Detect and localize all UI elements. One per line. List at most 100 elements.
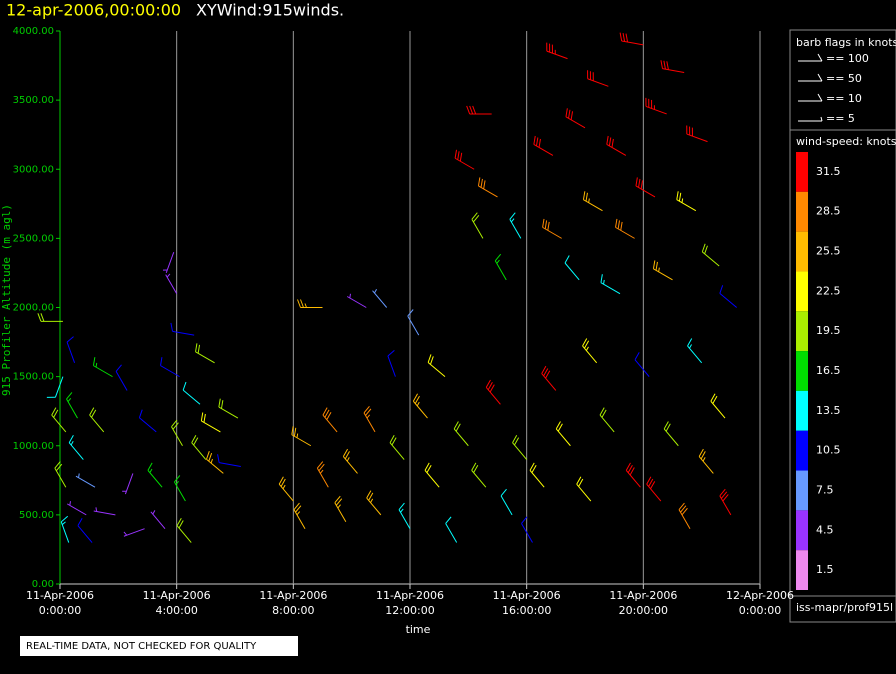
speed-legend-title: wind-speed: knots xyxy=(796,135,896,148)
barb-staff xyxy=(686,133,708,143)
barb-staff xyxy=(68,442,84,460)
barb-feather xyxy=(646,476,652,485)
wind-barb xyxy=(366,490,382,516)
barb-feather xyxy=(54,461,61,469)
wind-barb xyxy=(600,274,621,295)
barb-half xyxy=(681,198,684,203)
barb-staff xyxy=(646,483,662,502)
barb-feather xyxy=(531,464,537,473)
barb-feather xyxy=(316,461,324,469)
barb-feather xyxy=(545,370,551,379)
barb-staff xyxy=(599,414,615,433)
speed-swatch xyxy=(796,390,808,431)
barb-feather xyxy=(66,336,74,343)
wind-barb xyxy=(635,177,656,198)
barb-staff xyxy=(165,274,178,294)
wind-barb xyxy=(54,461,67,488)
wind-barb xyxy=(75,473,96,488)
barb-feather xyxy=(512,435,518,443)
barb-feather xyxy=(544,220,548,229)
barb-feather xyxy=(617,220,621,229)
barb-feather xyxy=(678,502,685,510)
barb-half xyxy=(337,504,341,509)
wind-barb xyxy=(165,273,178,294)
barb-feather xyxy=(638,178,641,188)
wind-barb xyxy=(346,293,367,308)
barb-feather xyxy=(412,393,418,402)
barb-feather xyxy=(509,212,516,220)
speed-swatch xyxy=(796,470,808,511)
barb-half xyxy=(149,468,153,473)
barb-feather xyxy=(557,423,563,432)
barb-feather xyxy=(218,398,221,408)
barb-feather xyxy=(92,357,96,366)
barb-feather xyxy=(466,105,471,115)
barb-feather xyxy=(625,462,631,471)
barb-staff xyxy=(160,365,180,378)
y-axis-label: 915 Profiler Altitude (m agl) xyxy=(0,204,13,396)
barb-feather xyxy=(387,350,395,357)
wind-barb xyxy=(147,462,163,488)
barb-feather xyxy=(115,364,122,372)
y-tick-label: 1500.00 xyxy=(13,372,54,383)
speed-swatch xyxy=(796,550,808,590)
wind-barb xyxy=(217,454,241,467)
chart-title: 12-apr-2006,00:00:00 xyxy=(6,1,181,20)
barb-feather xyxy=(533,135,536,145)
barb-staff xyxy=(60,521,70,543)
wind-barb xyxy=(485,379,501,405)
wind-barb xyxy=(606,135,627,156)
barb-feather xyxy=(160,357,163,366)
wind-barb xyxy=(162,252,175,274)
barb-staff xyxy=(218,406,239,419)
barb-staff xyxy=(291,434,312,447)
y-tick-label: 3000.00 xyxy=(13,164,54,175)
barb-staff xyxy=(600,282,621,295)
barb-staff xyxy=(195,351,215,364)
speed-legend-label: 4.5 xyxy=(816,523,834,536)
barb-staff xyxy=(565,116,586,129)
barb-feather xyxy=(297,299,301,308)
barb-feather xyxy=(489,384,495,393)
wind-barb xyxy=(565,108,586,129)
barb-feather xyxy=(578,478,584,487)
barb-feather xyxy=(568,109,571,119)
wind-barb xyxy=(389,435,405,460)
barb-half xyxy=(319,469,324,474)
wind-barb xyxy=(512,435,528,460)
note-box xyxy=(20,636,298,656)
barb-feather xyxy=(324,409,330,418)
barb-half xyxy=(78,473,80,478)
barb-feather xyxy=(389,435,395,443)
speed-legend-label: 10.5 xyxy=(816,444,841,457)
barb-half xyxy=(210,458,213,464)
barb-feather xyxy=(197,344,201,354)
barb-feather xyxy=(660,60,663,69)
barb-feather xyxy=(547,221,550,231)
barb-feather xyxy=(40,313,45,322)
barb-feather xyxy=(176,517,182,526)
barb-feather xyxy=(542,218,545,228)
wind-barb xyxy=(663,421,679,447)
barb-half xyxy=(69,501,71,506)
barb-staff xyxy=(427,362,446,378)
wind-barb xyxy=(77,517,93,543)
barb-feather xyxy=(363,405,370,414)
barb-feather xyxy=(91,409,97,418)
barb-half xyxy=(416,401,420,407)
barb-feather xyxy=(564,255,570,264)
flag-sample xyxy=(817,93,823,102)
barb-feather xyxy=(407,309,414,317)
wind-barb xyxy=(701,243,720,267)
barb-staff xyxy=(678,509,691,529)
barb-staff xyxy=(176,525,192,543)
barb-feather xyxy=(608,137,612,147)
wind-barb xyxy=(698,448,714,474)
wind-barb xyxy=(587,70,609,87)
barb-feather xyxy=(68,435,74,443)
wind-barb xyxy=(576,476,592,502)
wind-barb xyxy=(471,212,484,239)
barb-feather xyxy=(625,33,629,43)
barb-feather xyxy=(368,492,374,501)
barb-staff xyxy=(372,290,388,308)
